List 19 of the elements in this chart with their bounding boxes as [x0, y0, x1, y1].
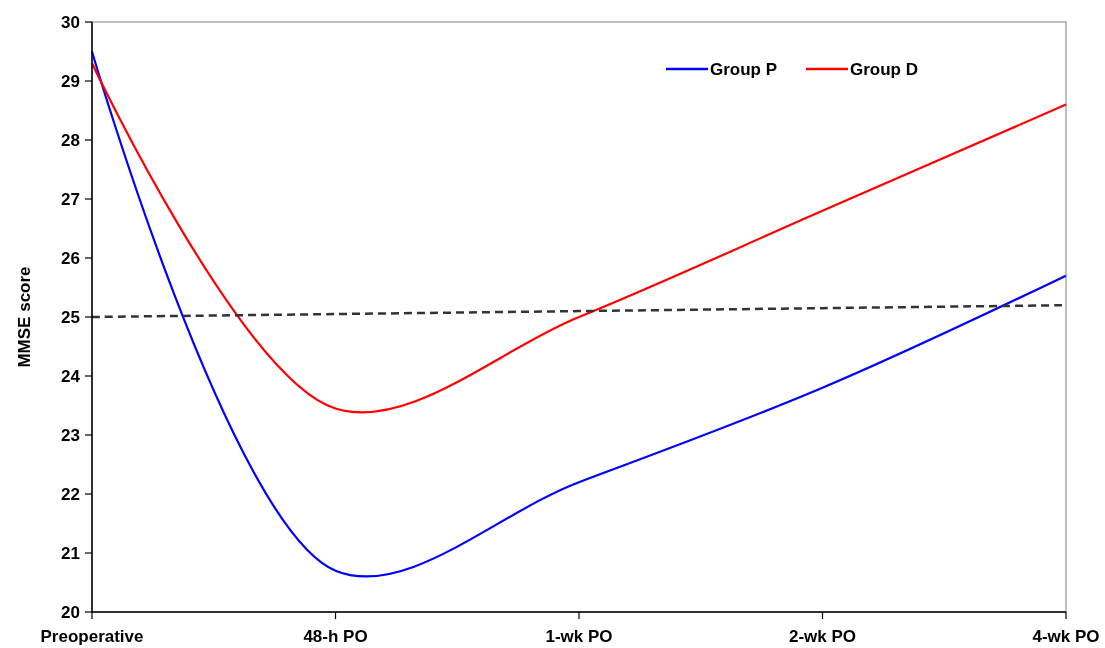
x-tick-label: 48-h PO — [303, 627, 368, 646]
legend-label: Group D — [850, 60, 918, 79]
x-tick-label: 1-wk PO — [545, 627, 613, 646]
y-tick-label: 22 — [61, 484, 80, 504]
x-tick-label: 4-wk PO — [1032, 627, 1100, 646]
y-tick-label: 30 — [61, 12, 80, 32]
legend-label: Group P — [710, 60, 778, 79]
y-tick-label: 23 — [61, 425, 80, 445]
y-tick-label: 26 — [61, 248, 80, 268]
x-tick-label: 2-wk PO — [788, 627, 857, 646]
y-axis-title: MMSE score — [15, 266, 34, 368]
x-tick-label: Preoperative — [40, 627, 144, 646]
y-tick-label: 20 — [61, 602, 80, 622]
y-tick-label: 21 — [61, 543, 80, 563]
y-tick-label: 27 — [61, 189, 80, 209]
y-tick-label: 25 — [61, 307, 80, 327]
y-tick-label: 24 — [61, 366, 81, 386]
y-tick-label: 28 — [61, 130, 80, 150]
y-tick-label: 29 — [61, 71, 80, 91]
